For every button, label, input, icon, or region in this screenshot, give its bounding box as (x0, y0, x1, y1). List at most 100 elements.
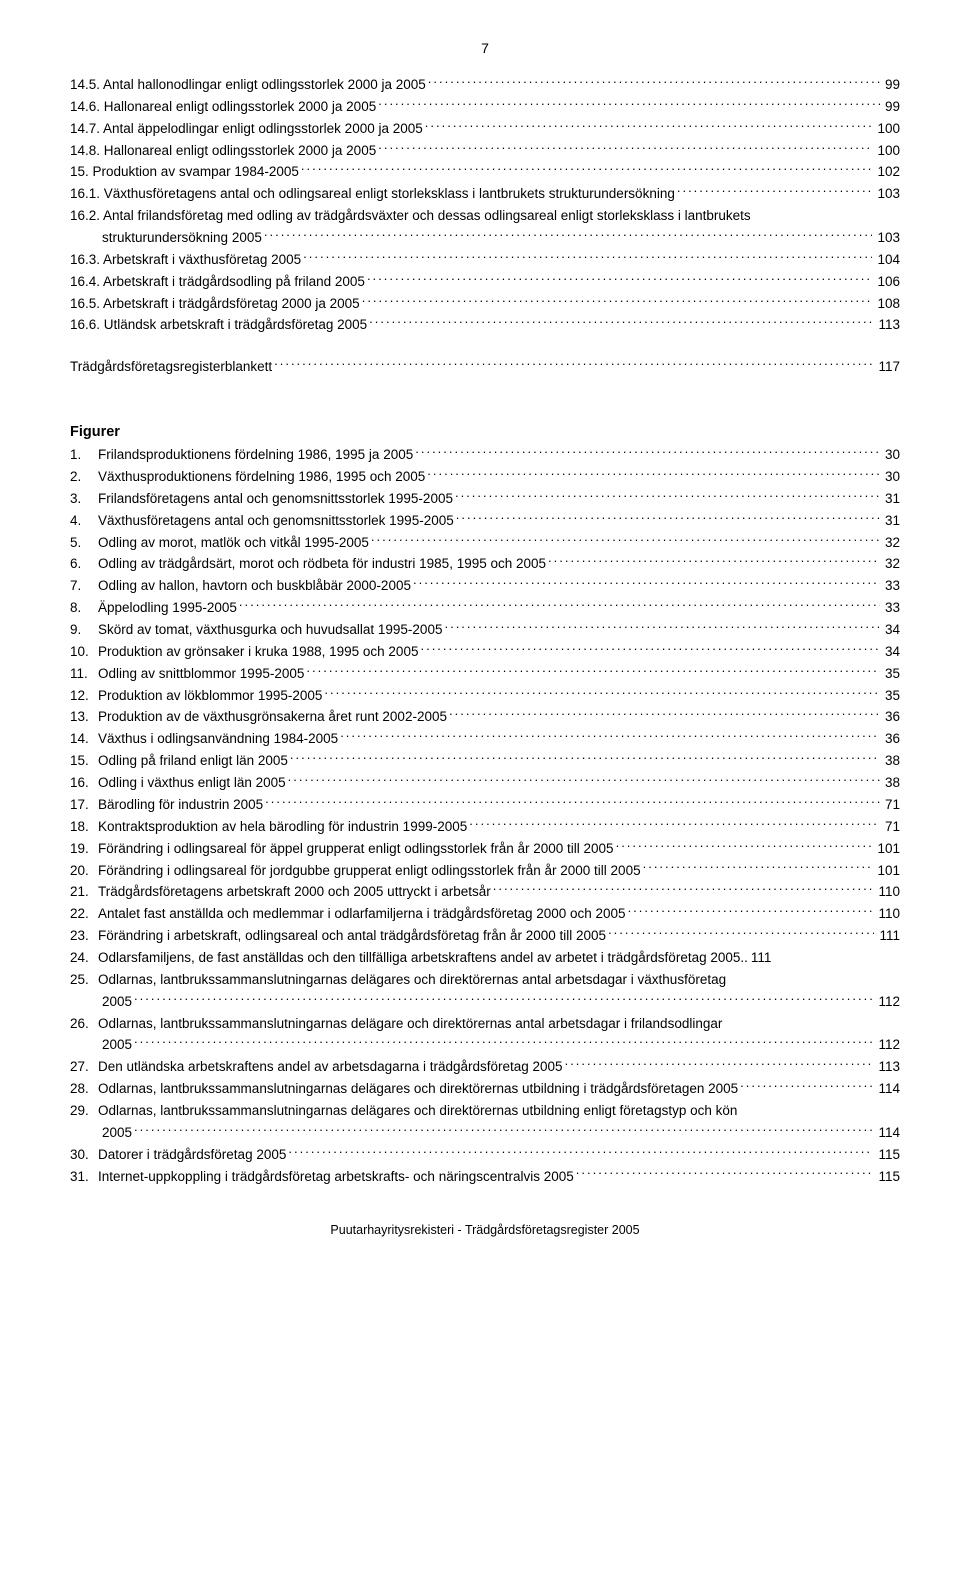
toc-leader (428, 76, 880, 90)
toc-label: Växthus i odlingsanvändning 1984-2005 (98, 728, 338, 750)
toc-label: Kontraktsproduktion av hela bärodling fö… (98, 816, 467, 838)
toc-page: 106 (874, 271, 900, 293)
toc-page: 102 (874, 161, 900, 183)
toc-number: 6. (70, 553, 98, 575)
toc-line: 3.Frilandsföretagens antal och genomsnit… (70, 488, 900, 510)
toc-line: 22.Antalet fast anställda och medlemmar … (70, 903, 900, 925)
toc-label: 16.2. Antal frilandsföretag med odling a… (70, 205, 751, 227)
toc-page: 110 (875, 903, 900, 925)
toc-line: 16.3. Arbetskraft i växthusföretag 20051… (70, 249, 900, 271)
toc-line: 23.Förändring i arbetskraft, odlingsarea… (70, 925, 900, 947)
toc-number: 24. (70, 947, 98, 969)
toc-page: 115 (875, 1166, 900, 1188)
toc-line: 14.7. Antal äppelodlingar enligt odlings… (70, 118, 900, 140)
toc-page: 35 (882, 685, 900, 707)
toc-page: 71 (882, 794, 900, 816)
toc-page: 35 (882, 663, 900, 685)
toc-line: 8.Äppelodling 1995-200533 (70, 597, 900, 619)
toc-leader (576, 1167, 874, 1181)
toc-label: Förändring i arbetskraft, odlingsareal o… (98, 925, 606, 947)
toc-label: 16.4. Arbetskraft i trädgårdsodling på f… (70, 271, 365, 293)
toc-page: 101 (874, 838, 900, 860)
toc-line: 7.Odling av hallon, havtorn och buskblåb… (70, 575, 900, 597)
toc-label: Förändring i odlingsareal för jordgubbe … (98, 860, 641, 882)
toc-leader (420, 642, 880, 656)
toc-leader (444, 621, 880, 635)
toc-number: 27. (70, 1056, 98, 1078)
toc-leader (290, 752, 880, 766)
toc-page: 115 (875, 1144, 900, 1166)
toc-page: 108 (874, 293, 900, 315)
toc-section-upper: 14.5. Antal hallonodlingar enligt odling… (70, 74, 900, 336)
toc-line: 27.Den utländska arbetskraftens andel av… (70, 1056, 900, 1078)
toc-leader (340, 730, 880, 744)
toc-leader (134, 1036, 873, 1050)
toc-label: Odlarnas, lantbrukssammanslutningarnas d… (98, 1013, 722, 1035)
toc-page: 111 (876, 925, 900, 947)
toc-label: Växthusföretagens antal och genomsnittss… (98, 510, 454, 532)
toc-label: 14.6. Hallonareal enligt odlingsstorlek … (70, 96, 376, 118)
toc-leader (608, 927, 874, 941)
toc-line: Trädgårdsföretagsregisterblankett117 (70, 356, 900, 378)
toc-line: 2005112 (70, 991, 900, 1013)
toc-page: 112 (875, 1034, 900, 1056)
toc-number: 22. (70, 903, 98, 925)
toc-leader (306, 664, 880, 678)
toc-label: Odling av morot, matlök och vitkål 1995-… (98, 532, 369, 554)
toc-line: 6.Odling av trädgårdsärt, morot och rödb… (70, 553, 900, 575)
toc-line: 17.Bärodling för industrin 200571 (70, 794, 900, 816)
toc-page: 38 (882, 772, 900, 794)
toc-number: 20. (70, 860, 98, 882)
toc-label: Odlarsfamiljens, de fast anställdas och … (98, 947, 740, 969)
toc-line: strukturundersökning 2005103 (70, 227, 900, 249)
toc-line: 21.Trädgårdsföretagens arbetskraft 2000 … (70, 881, 900, 903)
toc-number: 2. (70, 466, 98, 488)
toc-page: 112 (875, 991, 900, 1013)
toc-page: 34 (882, 619, 900, 641)
toc-number: 28. (70, 1078, 98, 1100)
toc-leader (677, 185, 873, 199)
toc-page: 111 (748, 947, 772, 969)
toc-label: Äppelodling 1995-2005 (98, 597, 237, 619)
toc-page: 99 (882, 96, 900, 118)
toc-leader (548, 555, 880, 569)
toc-line: 2.Växthusproduktionens fördelning 1986, … (70, 466, 900, 488)
toc-leader (469, 817, 880, 831)
toc-leader (425, 119, 873, 133)
toc-number: 5. (70, 532, 98, 554)
toc-line: 18.Kontraktsproduktion av hela bärodling… (70, 816, 900, 838)
toc-line: 13.Produktion av de växthusgrönsakerna å… (70, 706, 900, 728)
toc-number: 31. (70, 1166, 98, 1188)
page: 7 14.5. Antal hallonodlingar enligt odli… (0, 0, 960, 1267)
toc-number: 30. (70, 1144, 98, 1166)
toc-page: 99 (882, 74, 900, 96)
toc-number: 21. (70, 881, 98, 903)
toc-page: 117 (875, 356, 900, 378)
toc-line: 14.Växthus i odlingsanvändning 1984-2005… (70, 728, 900, 750)
figurer-heading: Figurer (70, 424, 900, 440)
toc-label: Odling på friland enligt län 2005 (98, 750, 288, 772)
toc-label: Produktion av lökblommor 1995-2005 (98, 685, 322, 707)
toc-label: Odling i växthus enligt län 2005 (98, 772, 286, 794)
toc-label: Frilandsföretagens antal och genomsnitts… (98, 488, 453, 510)
toc-number: 10. (70, 641, 98, 663)
toc-leader (371, 533, 880, 547)
toc-label: Odling av snittblommor 1995-2005 (98, 663, 304, 685)
toc-leader (288, 774, 880, 788)
toc-label: 16.5. Arbetskraft i trädgårdsföretag 200… (70, 293, 360, 315)
toc-line: 14.5. Antal hallonodlingar enligt odling… (70, 74, 900, 96)
toc-line: 30.Datorer i trädgårdsföretag 2005115 (70, 1144, 900, 1166)
toc-label: Odling av trädgårdsärt, morot och rödbet… (98, 553, 546, 575)
toc-number: 29. (70, 1100, 98, 1122)
toc-line: 15.Odling på friland enligt län 200538 (70, 750, 900, 772)
toc-line: 5.Odling av morot, matlök och vitkål 199… (70, 532, 900, 554)
toc-page: 110 (875, 881, 900, 903)
toc-page: 36 (882, 706, 900, 728)
toc-label: 14.5. Antal hallonodlingar enligt odling… (70, 74, 426, 96)
toc-leader (616, 839, 873, 853)
toc-line: 16.Odling i växthus enligt län 200538 (70, 772, 900, 794)
toc-line: 29.Odlarnas, lantbrukssammanslutningarna… (70, 1100, 900, 1122)
toc-number: 1. (70, 444, 98, 466)
toc-page: 31 (882, 488, 900, 510)
toc-label: Internet-uppkoppling i trädgårdsföretag … (98, 1166, 574, 1188)
